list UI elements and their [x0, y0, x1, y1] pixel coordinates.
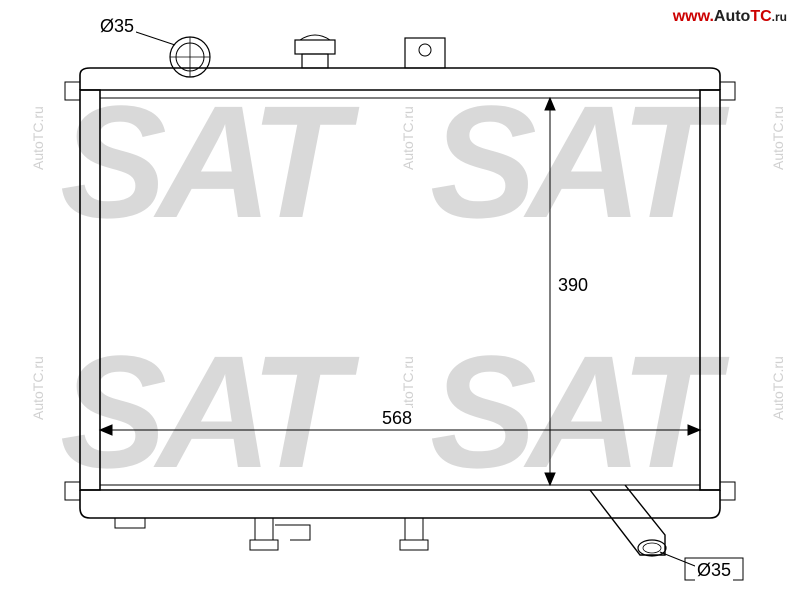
- brand-tc: TC: [750, 8, 771, 25]
- brand-auto: Auto: [714, 8, 750, 25]
- height-dimension-label: 390: [556, 275, 590, 296]
- top-port-diameter-label: Ø35: [98, 16, 136, 37]
- brand-url: www.AutoTC.ru: [673, 8, 787, 26]
- brand-www: www.: [673, 8, 714, 25]
- width-dimension-label: 568: [380, 408, 414, 429]
- diagram-canvas: SAT SAT SAT SAT AutoTC.ru AutoTC.ru Auto…: [0, 0, 799, 600]
- radiator-drawing: [0, 0, 799, 600]
- brand-ru: .ru: [772, 10, 787, 24]
- bottom-port-diameter-label: Ø35: [695, 560, 733, 581]
